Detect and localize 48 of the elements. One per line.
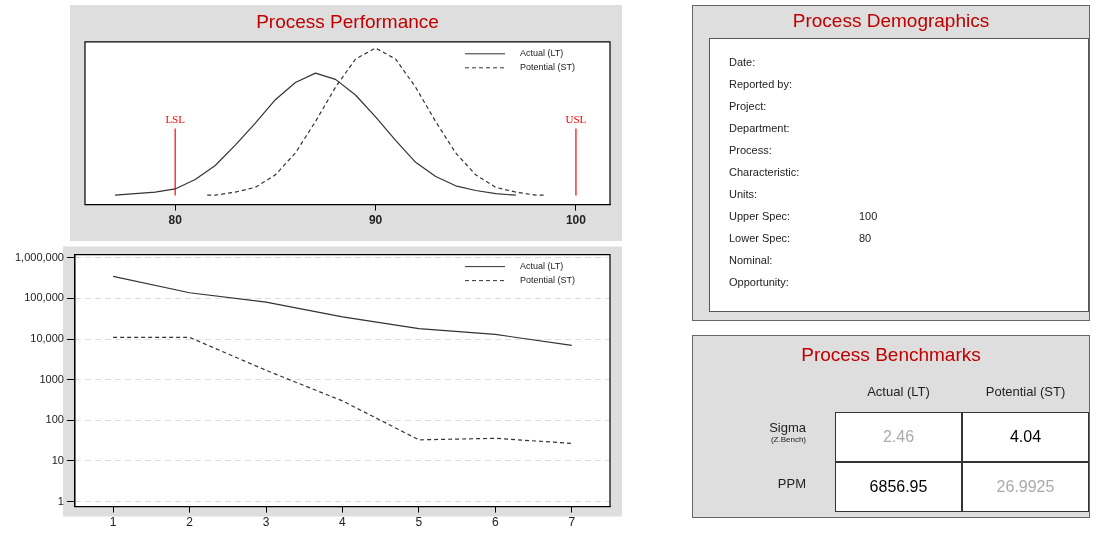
y-tick-label: 100,000: [24, 291, 64, 304]
y-tick-label: 1,000,000: [15, 250, 64, 263]
x-tick-label: 100: [565, 213, 587, 228]
legend-label: Actual (LT): [520, 261, 564, 272]
text: 2.46: [882, 428, 915, 445]
text: Upper Spec:: [729, 210, 791, 222]
x-tick-label: 5: [415, 515, 423, 530]
text: 4.04: [1009, 428, 1042, 445]
y-tick-label: 10: [51, 453, 64, 466]
x-tick-label: 2: [186, 515, 194, 530]
text: Process Benchmarks: [800, 344, 982, 366]
x-tick-label: 3: [262, 515, 270, 530]
text: Process Demographics: [791, 10, 991, 32]
y-tick-label: 1: [57, 494, 64, 507]
text: 26.9925: [996, 478, 1055, 495]
text: Reported by:: [729, 78, 792, 90]
chart-title: Process Performance: [256, 10, 439, 32]
text: Department:: [729, 122, 790, 134]
y-tick-label: 1000: [39, 372, 64, 385]
text: Process:: [729, 144, 772, 156]
text: (Z.Bench): [769, 435, 806, 444]
x-tick-label: 80: [168, 213, 183, 228]
text: 6856.95: [869, 478, 928, 495]
text: Nominal:: [729, 254, 773, 266]
text: Date:: [729, 56, 756, 68]
x-tick-label: 6: [492, 515, 499, 530]
line-series: [112, 336, 573, 444]
x-tick-label: 90: [368, 213, 383, 228]
ref-line-label: LSL: [165, 112, 186, 125]
text: Characteristic:: [729, 166, 800, 178]
text: 80: [859, 232, 872, 244]
category-label: PPM: [777, 476, 806, 491]
text: Units:: [729, 188, 758, 200]
x-tick-label: 7: [568, 515, 576, 530]
text: Project:: [729, 100, 767, 112]
x-tick-label: 4: [339, 515, 347, 530]
legend-label: Potential (ST): [520, 275, 576, 286]
text: Opportunity:: [729, 276, 789, 288]
y-tick-label: 100: [45, 413, 64, 426]
text: Lower Spec:: [729, 232, 791, 244]
category-label: Potential (ST): [984, 384, 1067, 399]
legend-label: Actual (LT): [520, 48, 564, 59]
legend-label: Potential (ST): [520, 62, 576, 73]
category-label: Sigma: [769, 420, 806, 435]
ref-line-label: USL: [565, 112, 587, 125]
y-tick-label: 10,000: [30, 332, 64, 345]
category-label: Actual (LT): [866, 384, 931, 399]
x-tick-label: 1: [109, 515, 117, 530]
